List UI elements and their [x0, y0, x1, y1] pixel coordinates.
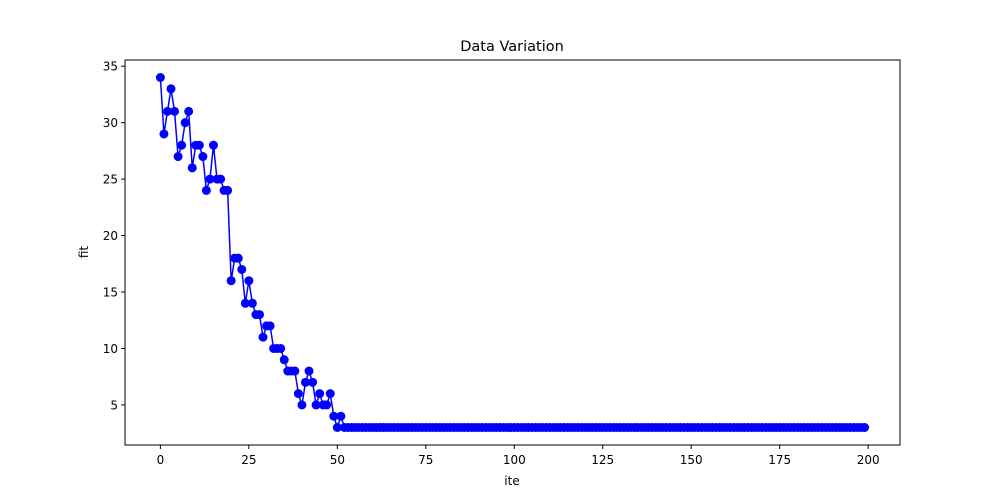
x-axis-ticks: 0 25 50 75 100 125 150 175 200: [157, 445, 880, 467]
data-point: [198, 152, 208, 162]
x-axis-label: ite: [504, 474, 519, 488]
y-tick-label: 35: [103, 60, 118, 74]
data-point: [226, 276, 236, 286]
y-tick-label: 10: [103, 342, 118, 356]
series-line-0: [159, 77, 865, 431]
data-point: [332, 423, 342, 432]
data-point: [162, 106, 172, 116]
data-point: [240, 298, 250, 308]
x-tick-label: 200: [857, 453, 880, 467]
data-point: [205, 174, 215, 184]
data-point: [201, 185, 211, 195]
x-tick-label: 50: [330, 453, 345, 467]
data-point: [170, 106, 180, 116]
data-point: [155, 73, 165, 82]
data-point: [187, 163, 197, 173]
data-point: [311, 400, 321, 410]
data-point: [304, 366, 314, 376]
data-point: [159, 129, 169, 139]
y-axis-label: fit: [77, 246, 91, 259]
data-point: [297, 400, 307, 410]
y-tick-label: 30: [103, 116, 118, 130]
data-point: [173, 152, 183, 162]
plot-frame: [124, 59, 901, 446]
x-tick-label: 100: [503, 453, 526, 467]
data-point: [208, 140, 218, 150]
data-point: [308, 377, 318, 387]
data-point: [258, 332, 268, 342]
data-point: [237, 264, 247, 274]
data-point: [322, 400, 332, 410]
data-point: [223, 185, 233, 195]
data-point: [194, 140, 204, 150]
series-layer: [155, 73, 870, 432]
x-tick-label: 150: [680, 453, 703, 467]
x-tick-label: 175: [768, 453, 791, 467]
x-tick-label: 125: [591, 453, 614, 467]
data-point: [244, 276, 254, 286]
y-tick-label: 25: [103, 173, 118, 187]
data-point: [279, 355, 289, 365]
data-point: [180, 118, 190, 128]
x-tick-label: 0: [157, 453, 165, 467]
data-point: [276, 343, 286, 353]
y-tick-label: 5: [110, 398, 118, 412]
data-point: [177, 140, 187, 150]
data-point: [184, 106, 194, 116]
y-tick-label: 20: [103, 229, 118, 243]
data-point: [290, 366, 300, 376]
data-point: [166, 84, 176, 94]
data-point: [265, 321, 275, 331]
data-point: [315, 389, 325, 399]
x-tick-label: 25: [241, 453, 256, 467]
data-point: [233, 253, 243, 263]
data-point: [216, 174, 226, 184]
data-point: [300, 377, 310, 387]
chart-title: Data Variation: [460, 39, 564, 55]
data-point: [336, 411, 346, 421]
data-point: [247, 298, 257, 308]
data-point: [329, 411, 339, 421]
data-point: [860, 423, 870, 432]
y-tick-label: 15: [103, 286, 118, 300]
x-tick-label: 75: [418, 453, 433, 467]
y-axis-ticks: 5 10 15 20 25 30 35: [103, 60, 125, 412]
data-point: [325, 389, 335, 399]
data-point: [293, 389, 303, 399]
data-point: [254, 310, 264, 320]
